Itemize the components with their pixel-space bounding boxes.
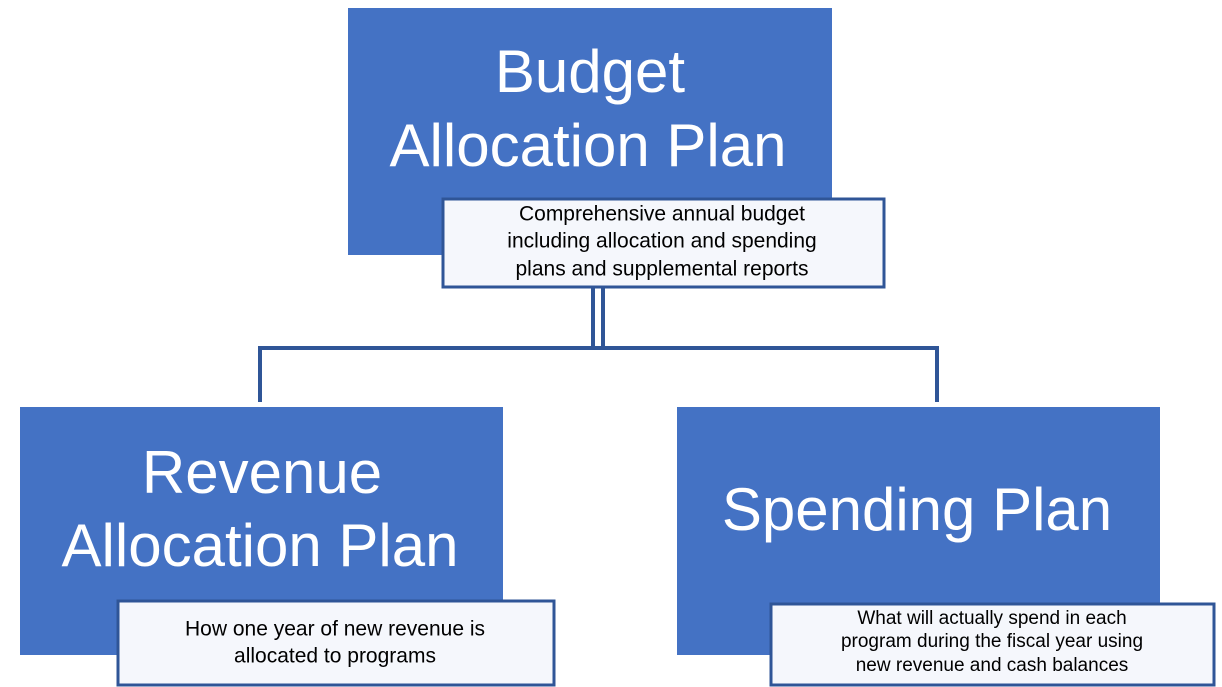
connectors bbox=[258, 288, 939, 402]
node-description-box bbox=[769, 602, 1216, 687]
node-description-box bbox=[116, 599, 556, 687]
node-title: Spending Plan bbox=[722, 476, 1112, 543]
node-description-box bbox=[441, 197, 886, 289]
node-title: Allocation Plan bbox=[390, 112, 787, 179]
node-description: What will actually spend in each bbox=[857, 608, 1126, 629]
connector bbox=[258, 346, 939, 402]
node-description: including allocation and spending bbox=[507, 230, 816, 253]
node-title: Revenue bbox=[142, 439, 382, 506]
node-description: How one year of new revenue is bbox=[185, 618, 485, 641]
node-description: allocated to programs bbox=[234, 645, 436, 668]
node-description: plans and supplemental reports bbox=[515, 258, 808, 281]
node-description: program during the fiscal year using bbox=[841, 631, 1143, 652]
node-title: Budget bbox=[495, 38, 685, 105]
node-description: new revenue and cash balances bbox=[856, 655, 1129, 676]
node-title: Allocation Plan bbox=[62, 512, 459, 579]
node-description: Comprehensive annual budget bbox=[519, 203, 805, 226]
